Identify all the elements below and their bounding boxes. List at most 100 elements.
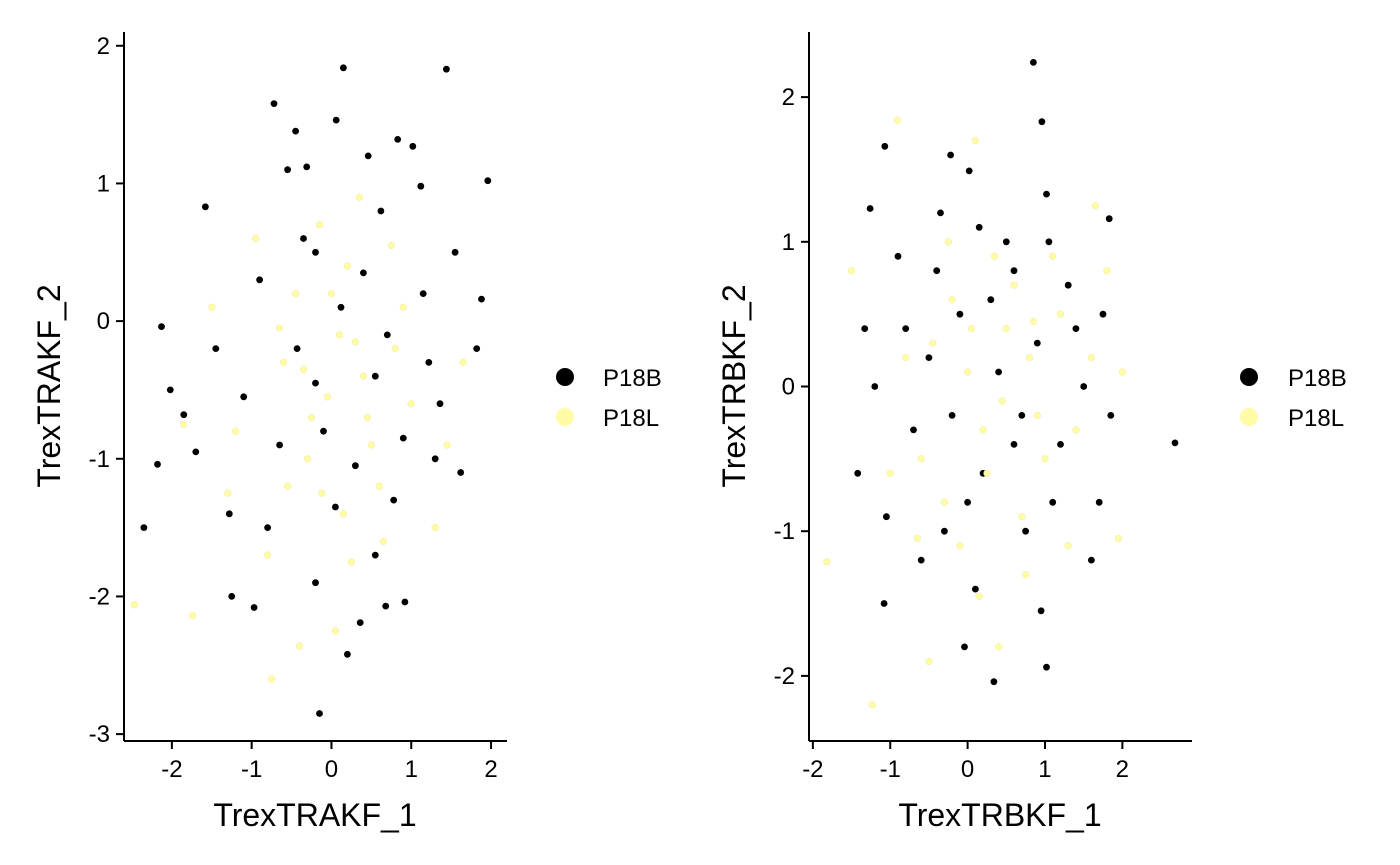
data-point-p18b (1038, 118, 1046, 126)
data-point-p18l (913, 534, 921, 543)
data-point-p18b (383, 331, 391, 339)
y-tick-label: 2 (97, 33, 110, 60)
data-point-p18b (1080, 383, 1088, 390)
data-point-p18b (484, 177, 492, 185)
data-point-p18l (431, 523, 439, 532)
data-point-p18b (312, 379, 319, 387)
data-point-p18l (917, 455, 925, 463)
data-point-p18b (917, 556, 925, 564)
y-tick-label: 2 (782, 84, 795, 111)
legend-marker-p18b-right (1240, 368, 1258, 386)
data-point-p18b (225, 510, 233, 518)
data-point-p18l (375, 482, 383, 490)
x-tick-label: 0 (961, 756, 974, 783)
data-point-p18b (941, 527, 948, 535)
data-point-p18b (303, 163, 311, 171)
data-point-p18b (360, 269, 367, 277)
data-point-p18b (990, 678, 998, 686)
data-point-p18l (347, 558, 356, 566)
data-point-p18b (256, 276, 263, 284)
data-point-p18b (871, 383, 879, 390)
data-point-p18b (1002, 238, 1010, 246)
data-point-p18l (359, 372, 368, 380)
data-point-p18b (995, 368, 1002, 376)
data-point-p18b (1043, 663, 1050, 671)
data-point-p18l (1064, 542, 1072, 550)
legend-label-p18b-left: P18B (603, 365, 662, 392)
data-point-p18l (1029, 317, 1038, 326)
data-point-p18b (473, 345, 481, 352)
y-tick-label: -1 (89, 446, 110, 473)
data-point-p18l (1072, 426, 1080, 434)
data-point-p18l (315, 221, 324, 229)
y-ticks-left: -3 -2 -1 0 1 2 (89, 33, 124, 748)
data-point-p18l (335, 331, 344, 339)
data-point-p18b (202, 203, 209, 211)
data-point-p18l (1114, 534, 1123, 543)
data-point-p18b (284, 166, 291, 174)
data-point-p18l (303, 455, 312, 463)
data-point-p18l (971, 136, 980, 145)
data-point-p18l (189, 612, 197, 620)
data-point-p18b (910, 426, 917, 434)
data-point-p18l (1021, 570, 1030, 579)
data-point-p18b (356, 619, 364, 626)
data-point-p18b (312, 579, 319, 587)
data-point-p18l (929, 339, 937, 347)
data-point-p18b (436, 400, 444, 408)
data-point-p18b (880, 600, 888, 607)
x-tick-label: 2 (1116, 756, 1129, 783)
data-point-p18b (975, 223, 983, 231)
data-point-p18b (371, 551, 379, 559)
data-point-p18l (1118, 368, 1127, 376)
data-point-p18b (312, 248, 319, 256)
data-point-p18l (264, 551, 272, 559)
data-point-p18b (1018, 412, 1026, 419)
data-point-p18l (327, 290, 336, 298)
data-point-p18b (948, 412, 956, 419)
data-point-p18l (975, 592, 983, 600)
data-point-p18b (1010, 441, 1018, 448)
data-point-p18l (363, 413, 372, 422)
data-point-p18l (925, 657, 933, 666)
data-point-p18b (140, 524, 148, 531)
data-point-p18b (1057, 441, 1064, 448)
data-point-p18b (394, 136, 402, 143)
panel-left: -2 -1 0 1 2 -3 -2 -1 0 1 2 TrexTRAKF_1 TrexTRAKF_… (31, 32, 662, 833)
x-tick-label: -2 (802, 756, 823, 783)
y-tick-label: -2 (89, 583, 110, 610)
data-point-p18b (316, 710, 323, 717)
data-point-p18l (407, 400, 415, 408)
data-point-p18l (893, 116, 901, 124)
data-point-p18l (1010, 281, 1018, 289)
data-point-p18b (320, 427, 327, 435)
data-point-p18b (352, 462, 359, 470)
data-point-p18l (180, 420, 188, 429)
data-point-p18l (940, 498, 949, 506)
y-tick-label: -2 (774, 663, 795, 690)
data-point-p18b (881, 142, 889, 150)
data-point-p18l (292, 290, 300, 298)
data-point-p18b (861, 325, 869, 332)
data-point-p18l (902, 354, 910, 362)
data-point-p18b (240, 393, 248, 401)
x-tick-label: -1 (880, 756, 901, 783)
data-point-p18l (387, 241, 395, 250)
data-point-p18l (284, 482, 292, 490)
data-point-p18l (983, 469, 991, 477)
data-point-p18b (382, 602, 390, 610)
data-point-p18l (459, 358, 467, 367)
y-tick-label: 0 (97, 308, 110, 335)
data-point-p18l (1087, 354, 1096, 362)
data-point-p18l (318, 489, 326, 497)
x-ticks-left: -2 -1 0 1 2 (161, 741, 498, 783)
data-point-p18b (987, 296, 995, 304)
data-point-p18b (894, 252, 902, 260)
x-tick-label: -1 (241, 756, 262, 783)
data-point-p18b (300, 235, 307, 242)
data-point-p18l (331, 627, 340, 635)
x-tick-label: 0 (325, 756, 338, 783)
data-point-p18b (250, 604, 258, 611)
